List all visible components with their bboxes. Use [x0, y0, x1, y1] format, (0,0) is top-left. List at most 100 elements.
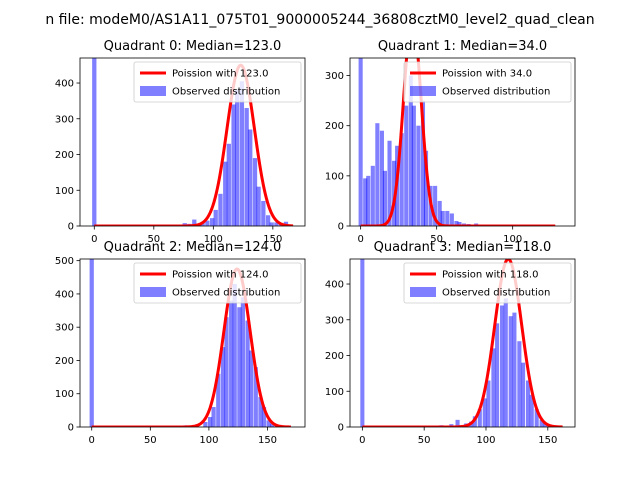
legend-observed-label: Observed distribution [172, 288, 280, 299]
subplot-quadrant-1: 0 50 100 0 100 200 300 Quadrant 1: Median=34.0 P… [325, 39, 576, 245]
legend-box [403, 262, 572, 304]
observed-bar [210, 218, 215, 226]
observed-bar [252, 158, 258, 226]
subplot-title: Quadrant 1: Median=34.0 [378, 39, 547, 54]
plot-area [358, 58, 556, 226]
subplot-quadrant-3: 0 50 100 150 0 100 200 300 400 Quadrant 3: Median… [325, 240, 576, 446]
observed-bar [534, 409, 539, 427]
observed-bar [235, 90, 240, 226]
observed-bar [256, 186, 261, 226]
x-tick-label: 100 [204, 234, 223, 245]
observed-bar [245, 320, 250, 427]
observed-bar [211, 407, 216, 427]
axes-frame [79, 57, 306, 227]
observed-bar [503, 298, 508, 427]
y-tick-label: 0 [338, 423, 344, 434]
observed-bar [420, 100, 426, 226]
observed-bar [539, 419, 544, 427]
observed-bar [366, 175, 371, 226]
observed-bar [360, 259, 365, 427]
y-tick-label: 400 [325, 280, 344, 291]
observed-bar [231, 104, 236, 226]
observed-bar [218, 193, 223, 226]
legend-box [403, 61, 572, 103]
plot-area [89, 259, 292, 427]
observed-bar [237, 307, 242, 427]
x-tick-label: 50 [430, 234, 443, 245]
y-tick-label: 500 [55, 256, 74, 267]
observed-bar [205, 220, 210, 226]
observed-bar [232, 283, 237, 427]
observed-bar [423, 150, 429, 226]
observed-bar [192, 219, 197, 226]
observed-bar [265, 215, 271, 226]
x-tick-label: 150 [538, 435, 557, 446]
observed-bar [223, 161, 228, 226]
y-tick-label: 200 [325, 121, 344, 132]
observed-bar [270, 423, 275, 427]
legend-poisson-label: Poission with 123.0 [172, 69, 268, 80]
plot-area [92, 58, 294, 226]
observed-bar [437, 200, 442, 226]
observed-bar [379, 130, 384, 226]
legend-observed-swatch [410, 86, 436, 96]
legend-box [133, 61, 302, 103]
observed-bar [261, 200, 266, 226]
observed-bar [248, 129, 253, 226]
subplot-quadrant-2: 0 50 100 150 0 100 200 300 400 500 Quadrant 2: Med… [55, 240, 306, 446]
observed-bar [408, 75, 413, 226]
x-tick-label: 50 [144, 435, 157, 446]
observed-bar [433, 185, 438, 226]
observed-bar [274, 222, 279, 226]
observed-bar [244, 108, 249, 226]
observed-bar [399, 133, 404, 226]
subplot-quadrant-0: 0 50 100 150 0 100 200 300 400 Quadrant 0: Median… [55, 39, 306, 245]
y-tick-label: 100 [325, 387, 344, 398]
observed-bar [525, 380, 531, 427]
x-tick-label: 50 [418, 435, 431, 446]
plot-area [360, 259, 564, 427]
y-tick-label: 400 [55, 289, 74, 300]
y-tick-label: 300 [55, 323, 74, 334]
observed-bar [203, 422, 208, 427]
observed-bar [370, 165, 375, 226]
x-tick-label: 0 [359, 435, 365, 446]
legend-poisson-label: Poission with 124.0 [172, 270, 268, 281]
observed-bar [482, 398, 487, 427]
observed-bar [382, 170, 388, 226]
observed-bar [491, 348, 496, 427]
y-tick-label: 200 [55, 150, 74, 161]
observed-bar [529, 394, 534, 427]
y-tick-label: 0 [68, 222, 74, 233]
observed-bar [543, 423, 548, 427]
subplot-title: Quadrant 2: Median=124.0 [104, 240, 282, 255]
observed-bar [416, 125, 421, 226]
observed-bar [411, 105, 416, 226]
poisson-curve [359, 58, 556, 226]
y-tick-label: 100 [325, 171, 344, 182]
observed-bar [512, 312, 517, 427]
observed-bar [455, 419, 460, 427]
observed-bar [445, 210, 450, 226]
y-tick-label: 300 [325, 71, 344, 82]
legend-observed-label: Observed distribution [172, 87, 280, 98]
observed-bar [440, 210, 445, 226]
observed-bar [454, 220, 459, 226]
y-tick-label: 100 [55, 186, 74, 197]
observed-bar [495, 323, 500, 427]
observed-bar [258, 397, 263, 427]
legend-observed-label: Observed distribution [442, 288, 550, 299]
observed-bar [240, 297, 245, 427]
legend-observed-swatch [410, 287, 436, 297]
observed-bar [457, 221, 462, 226]
legend: Poission with 123.0 Observed distribution [133, 61, 302, 103]
x-tick-label: 0 [91, 234, 97, 245]
legend: Poission with 124.0 Observed distribution [133, 262, 302, 304]
observed-bar [387, 140, 392, 226]
y-tick-label: 100 [55, 389, 74, 400]
poisson-curve [93, 63, 294, 226]
y-tick-label: 400 [55, 79, 74, 90]
subplot-grid: 0 50 100 150 0 100 200 300 400 Quadrant 0: Median… [55, 39, 576, 446]
observed-bar [508, 316, 513, 427]
observed-bar [266, 420, 271, 427]
